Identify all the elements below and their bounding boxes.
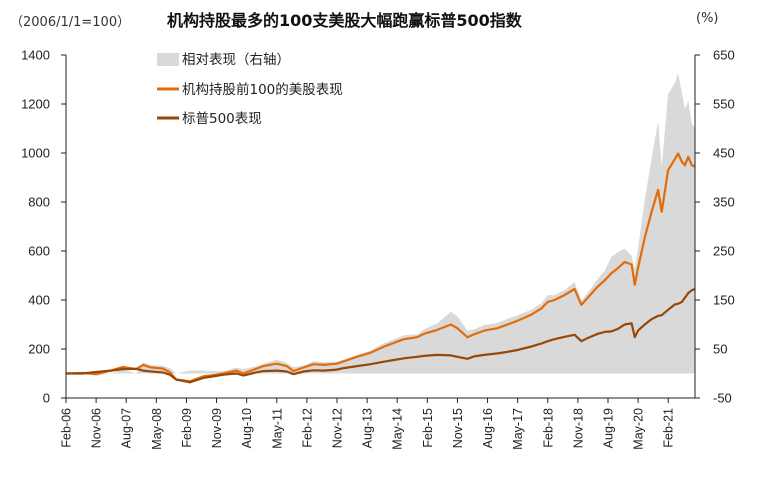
right-tick-label: 650 <box>713 48 735 63</box>
right-axis-unit: (%) <box>696 11 719 26</box>
x-tick-label: Nov-12 <box>331 408 345 448</box>
right-tick-label: -50 <box>713 391 732 406</box>
legend-label-top100: 机构持股前100的美股表现 <box>182 81 343 98</box>
left-tick-label: 200 <box>28 342 50 357</box>
x-tick-label: Aug-10 <box>240 408 254 448</box>
left-tick-label: 600 <box>28 244 50 259</box>
right-tick-label: 250 <box>713 244 735 259</box>
left-y-axis: 0 200 400 600 800 1000 1200 1400 <box>21 48 50 406</box>
right-y-axis: -50 50 150 250 350 450 550 650 <box>713 48 735 406</box>
right-tick-label: 450 <box>713 146 735 161</box>
x-tick-label: Feb-06 <box>60 408 74 448</box>
left-tick-label: 1400 <box>21 48 50 63</box>
x-tick-label: Feb-09 <box>180 408 194 448</box>
x-tick-label: May-20 <box>632 408 646 450</box>
x-tick-label: Aug-16 <box>481 408 495 448</box>
x-tick-label: Aug-19 <box>602 408 616 448</box>
chart-title: 机构持股最多的100支美股大幅跑赢标普500指数 <box>167 11 523 30</box>
legend-label-sp500: 标普500表现 <box>182 111 262 127</box>
x-tick-label: May-14 <box>391 408 405 450</box>
right-tick-label: 50 <box>713 342 727 357</box>
x-tick-label: Nov-09 <box>210 408 224 448</box>
x-tick-label: Aug-13 <box>361 408 375 448</box>
x-tick-label: Nov-06 <box>90 408 104 448</box>
sp500-line <box>65 287 696 384</box>
legend: 相对表现（右轴） 机构持股前100的美股表现 标普500表现 <box>157 52 343 127</box>
axes <box>61 54 700 403</box>
right-tick-label: 350 <box>713 195 735 210</box>
x-tick-label: Feb-15 <box>421 408 435 448</box>
left-tick-label: 0 <box>43 391 50 406</box>
x-tick-label: May-08 <box>150 408 164 450</box>
relative-performance-area <box>65 73 695 376</box>
left-tick-label: 400 <box>28 293 50 308</box>
base-note: （2006/1/1=100） <box>10 15 130 30</box>
x-tick-label: Feb-12 <box>300 408 314 448</box>
right-tick-label: 150 <box>713 293 735 308</box>
left-tick-label: 1000 <box>21 146 50 161</box>
x-tick-label: Aug-07 <box>120 408 134 448</box>
legend-label-relative: 相对表现（右轴） <box>182 52 290 68</box>
x-tick-label: May-11 <box>270 408 284 449</box>
lines-layer <box>65 152 696 384</box>
legend-swatch-relative <box>157 53 179 66</box>
relative-area-layer <box>65 73 695 376</box>
x-tick-label: Nov-18 <box>571 408 585 448</box>
x-tick-label: May-17 <box>511 408 525 450</box>
x-axis: Feb-06 Nov-06 Aug-07 May-08 Feb-09 Nov-09 Aug-… <box>60 408 676 450</box>
left-tick-label: 800 <box>28 195 50 210</box>
left-tick-label: 1200 <box>21 97 50 112</box>
x-tick-label: Feb-21 <box>662 408 676 448</box>
x-tick-label: Feb-18 <box>541 408 555 448</box>
x-tick-label: Nov-15 <box>451 408 465 448</box>
right-tick-label: 550 <box>713 97 735 112</box>
